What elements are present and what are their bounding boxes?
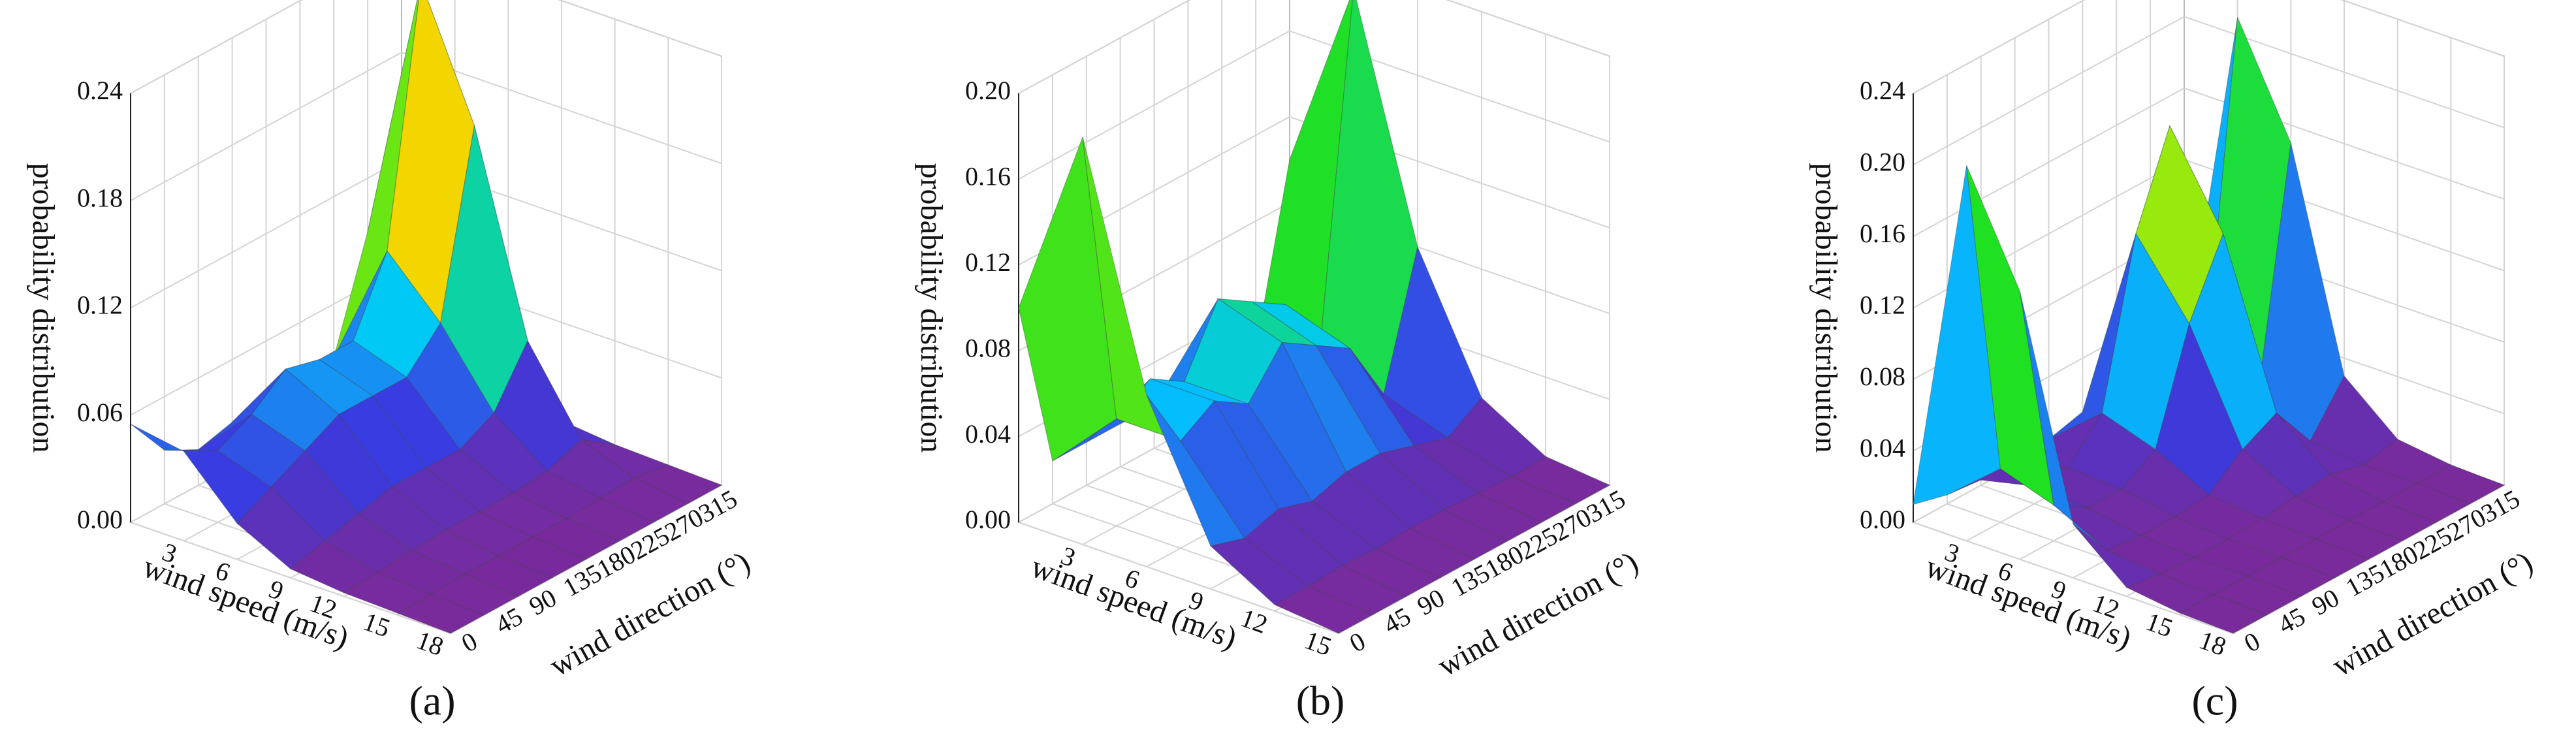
panel-label: (a): [409, 678, 455, 724]
surface-cell: [2212, 575, 2302, 616]
surface-cell: [464, 555, 554, 597]
z-tick-label: 0.24: [77, 76, 123, 105]
surface-cell: [2280, 538, 2370, 579]
grid-line: [1446, 0, 1610, 57]
z-axis-label: probability distribution: [1809, 163, 1843, 453]
surface-cell: [532, 518, 621, 560]
surface-cell: [2416, 464, 2505, 505]
surface-cell: [2382, 483, 2472, 523]
z-tick-label: 0.20: [965, 76, 1011, 105]
z-tick-label: 0.06: [77, 398, 123, 427]
z-tick-label: 0.04: [1860, 434, 1905, 463]
surface-cell: [2178, 594, 2268, 634]
panel-label: (c): [2191, 678, 2238, 724]
surface-cell: [333, 0, 419, 358]
y-tick-label: 0: [456, 626, 482, 658]
surface-cell: [633, 464, 723, 505]
surface-cell: [396, 594, 486, 634]
z-tick-label: 0.12: [1860, 291, 1905, 320]
z-axis-label: probability distribution: [26, 163, 61, 453]
z-tick-label: 0.16: [1860, 219, 1905, 248]
z-tick-label: 0.12: [965, 247, 1011, 277]
z-tick-label: 0.08: [965, 333, 1011, 362]
z-tick-label: 0.18: [77, 183, 123, 212]
z-tick-label: 0.12: [77, 291, 123, 320]
surface-cell: [2348, 501, 2438, 541]
z-tick-label: 0.24: [1860, 76, 1905, 105]
z-tick-label: 0.04: [965, 419, 1011, 449]
z-tick-label: 0.00: [1860, 505, 1905, 534]
z-tick-label: 0.08: [1860, 362, 1905, 391]
surface-cell: [565, 498, 655, 541]
z-tick-label: 0.16: [965, 162, 1011, 191]
panel-label: (b): [1296, 678, 1345, 724]
y-axis-label: wind direction (°): [1432, 545, 1644, 684]
y-tick-label: 0: [1344, 626, 1370, 658]
z-tick-label: 0.00: [965, 505, 1011, 534]
grid-line: [1018, 522, 1339, 634]
surface-cell: [2314, 520, 2404, 560]
z-tick-label: 0.20: [1860, 148, 1905, 177]
surface-cell: [498, 537, 587, 579]
surface-cell: [2246, 557, 2336, 597]
y-axis-label: wind direction (°): [544, 545, 756, 684]
y-tick-label: 0: [2239, 626, 2265, 658]
surface-cell: [1273, 586, 1374, 634]
z-axis-label: probability distribution: [914, 163, 949, 453]
z-tick-label: 0.00: [77, 505, 123, 534]
y-axis-label: wind direction (°): [2327, 545, 2539, 684]
